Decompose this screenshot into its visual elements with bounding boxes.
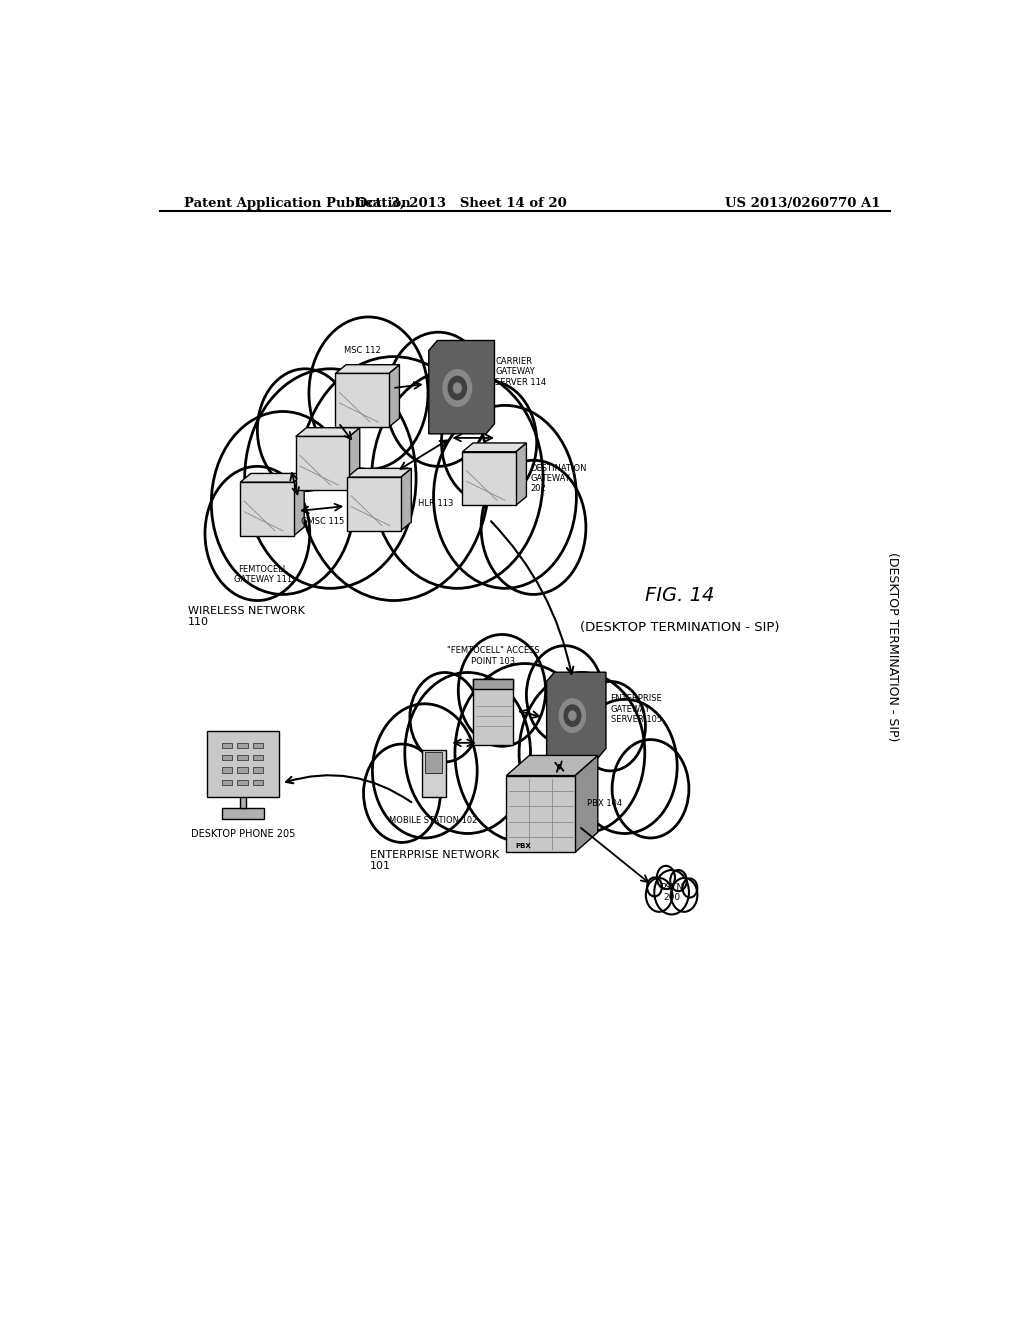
Bar [422,750,445,797]
Bar [253,767,263,772]
Circle shape [205,466,309,601]
Circle shape [410,672,479,762]
Polygon shape [463,444,526,451]
Circle shape [386,333,490,466]
Circle shape [647,878,662,896]
Circle shape [459,635,546,746]
Bar [238,755,248,760]
Polygon shape [349,428,359,490]
Polygon shape [347,477,400,531]
Circle shape [646,878,672,912]
Circle shape [299,356,489,601]
Text: Patent Application Publication: Patent Application Publication [183,197,411,210]
Text: PBX: PBX [516,843,531,849]
Bar [253,755,263,760]
Bar [221,780,232,785]
Bar [253,743,263,748]
Text: "FEMTOCELL" ACCESS
POINT 103: "FEMTOCELL" ACCESS POINT 103 [446,647,540,665]
Text: PBX 104: PBX 104 [587,800,622,808]
Bar [221,755,232,760]
Polygon shape [429,341,495,434]
Bar [207,731,279,797]
Polygon shape [507,755,598,776]
Circle shape [309,317,428,470]
Text: WIRELESS NETWORK
110: WIRELESS NETWORK 110 [187,606,304,627]
Polygon shape [241,482,294,536]
Circle shape [671,870,687,891]
Polygon shape [336,364,399,374]
Circle shape [364,744,440,842]
Text: PSTN
200: PSTN 200 [660,883,683,902]
Text: HLR 113: HLR 113 [418,499,453,508]
Circle shape [257,368,352,491]
Bar [473,680,513,689]
Circle shape [569,711,575,721]
Bar [221,808,264,818]
Circle shape [433,405,577,589]
Text: ENTERPRISE NETWORK
101: ENTERPRISE NETWORK 101 [370,850,499,871]
Bar [425,752,442,774]
Circle shape [211,412,354,594]
Circle shape [455,664,595,842]
Circle shape [671,878,697,912]
Text: MSC 112: MSC 112 [344,346,381,355]
Text: ENTERPRISE
GATEWAY
SERVER 105: ENTERPRISE GATEWAY SERVER 105 [610,694,663,725]
Text: DESTINATION
GATEWAY
202: DESTINATION GATEWAY 202 [530,463,587,494]
Bar [253,780,263,785]
Polygon shape [507,776,574,853]
Text: Oct. 3, 2013   Sheet 14 of 20: Oct. 3, 2013 Sheet 14 of 20 [356,197,566,210]
Circle shape [441,381,537,503]
Text: CARRIER
GATEWAY
SERVER 114: CARRIER GATEWAY SERVER 114 [496,356,547,387]
Text: DESKTOP PHONE 205: DESKTOP PHONE 205 [190,829,295,840]
Circle shape [481,461,586,594]
Polygon shape [296,437,349,490]
Polygon shape [547,672,606,758]
Circle shape [526,645,603,744]
Text: GMSC 115: GMSC 115 [301,517,344,527]
Circle shape [519,672,645,833]
Circle shape [564,705,581,726]
Polygon shape [389,364,399,428]
Polygon shape [347,469,412,477]
Text: FIG. 14: FIG. 14 [645,586,714,605]
Circle shape [682,879,697,898]
Circle shape [654,870,689,915]
Polygon shape [574,755,598,853]
Bar [473,680,513,746]
Polygon shape [463,451,516,506]
Circle shape [656,866,675,890]
Bar [238,743,248,748]
Circle shape [572,700,677,833]
Polygon shape [241,474,304,482]
Bar [238,780,248,785]
Text: FEMTOCELL
GATEWAY 111: FEMTOCELL GATEWAY 111 [233,565,292,585]
Circle shape [454,383,461,393]
Circle shape [612,739,689,838]
Polygon shape [336,374,389,428]
Text: (DESKTOP TERMINATION - SIP): (DESKTOP TERMINATION - SIP) [580,622,779,635]
Circle shape [449,376,467,400]
Circle shape [373,704,477,838]
Polygon shape [296,428,359,437]
Bar [241,792,246,808]
Bar [221,767,232,772]
Polygon shape [516,444,526,506]
Text: US 2013/0260770 A1: US 2013/0260770 A1 [725,197,881,210]
Polygon shape [400,469,412,531]
Circle shape [559,698,586,733]
Circle shape [404,672,530,833]
Circle shape [575,681,645,771]
Bar [221,743,232,748]
Bar [238,767,248,772]
Text: MOBILE STATION 102: MOBILE STATION 102 [389,816,478,825]
Circle shape [372,368,543,589]
Text: (DESKTOP TERMINATION - SIP): (DESKTOP TERMINATION - SIP) [886,552,899,741]
Polygon shape [294,474,304,536]
Circle shape [245,368,416,589]
Circle shape [443,370,472,407]
